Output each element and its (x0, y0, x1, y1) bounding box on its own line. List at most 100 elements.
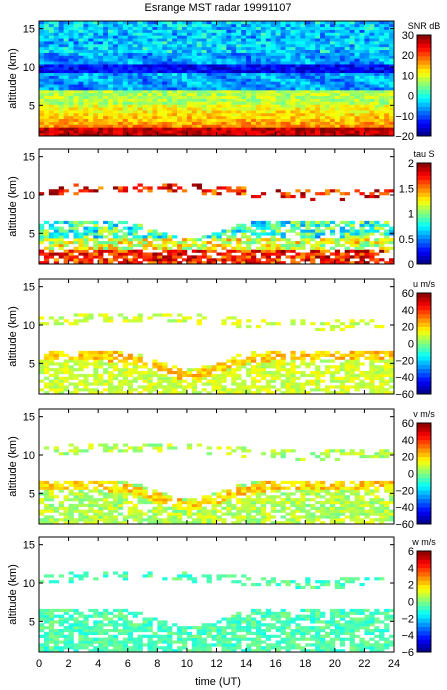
image-cell (108, 509, 114, 513)
image-cell (181, 29, 188, 33)
image-cell (310, 90, 316, 94)
image-cell (359, 104, 365, 108)
image-cell (339, 327, 345, 332)
image-cell (300, 58, 306, 62)
image-cell (369, 55, 375, 59)
image-cell (364, 373, 370, 378)
image-cell (142, 133, 148, 137)
image-cell (265, 98, 272, 102)
image-cell (324, 371, 331, 375)
image-cell (83, 258, 89, 262)
image-cell (251, 391, 257, 395)
image-cell (369, 81, 375, 85)
image-cell (285, 133, 291, 137)
image-cell (58, 379, 64, 383)
image-cell (48, 32, 55, 36)
image-cell (290, 110, 296, 114)
image-cell (63, 498, 69, 502)
image-cell (300, 195, 306, 199)
image-cell (310, 249, 316, 253)
image-cell (226, 61, 232, 65)
image-cell (122, 72, 129, 76)
image-cell (270, 81, 276, 85)
image-cell (196, 107, 203, 111)
image-cell (48, 115, 55, 120)
image-cell (43, 127, 50, 131)
image-cell (315, 350, 321, 355)
image-cell (132, 252, 138, 256)
image-cell (98, 133, 104, 137)
image-cell (339, 353, 345, 357)
image-cell (117, 52, 124, 56)
image-cell (39, 192, 45, 196)
image-cell (48, 29, 55, 33)
image-cell (216, 127, 222, 131)
image-cell (68, 241, 74, 245)
image-cell (285, 46, 291, 51)
image-cell (216, 362, 222, 366)
image-cell (275, 107, 281, 111)
image-cell (270, 391, 276, 395)
image-cell (103, 78, 109, 82)
image-cell (379, 113, 385, 117)
image-cell (147, 55, 153, 59)
image-cell (329, 72, 336, 76)
colorbar-tick-label: 0.5 (399, 234, 414, 246)
image-cell (221, 90, 227, 94)
image-cell (39, 121, 45, 125)
image-cell (172, 64, 178, 68)
image-cell (320, 229, 326, 233)
image-cell (152, 104, 158, 108)
image-cell (73, 235, 79, 239)
image-cell (117, 41, 124, 45)
image-cell (216, 133, 222, 137)
image-cell (191, 49, 198, 53)
image-cell (374, 38, 380, 42)
image-cell (384, 246, 390, 250)
image-cell (221, 49, 227, 53)
image-cell (98, 249, 104, 253)
colorbar-step (417, 255, 431, 261)
image-cell (78, 252, 84, 256)
image-cell (211, 115, 217, 120)
image-cell (167, 69, 173, 74)
image-cell (329, 38, 336, 42)
image-cell (389, 107, 395, 111)
image-cell (216, 118, 222, 122)
colorbar-step (417, 293, 431, 298)
image-cell (83, 356, 89, 360)
image-cell (122, 90, 129, 94)
image-cell (265, 58, 272, 62)
image-cell (39, 133, 45, 137)
image-cell (246, 319, 252, 323)
image-cell (315, 255, 321, 259)
image-cell (112, 113, 119, 117)
image-cell (260, 55, 267, 59)
image-cell (53, 21, 60, 25)
image-cell (147, 121, 153, 125)
image-cell (68, 229, 74, 233)
image-cell (137, 353, 143, 357)
image-cell (251, 104, 257, 108)
image-cell (108, 64, 114, 68)
image-cell (275, 258, 281, 262)
image-cell (122, 258, 129, 262)
image-cell (172, 115, 178, 120)
image-cell (359, 261, 365, 265)
image-cell (39, 480, 45, 485)
image-cell (53, 486, 60, 490)
image-cell (108, 115, 114, 120)
image-cell (364, 223, 370, 227)
image-cell (39, 223, 45, 227)
image-cell (167, 118, 173, 122)
image-cell (270, 243, 276, 248)
image-cell (236, 44, 242, 48)
image-cell (172, 87, 178, 91)
image-cell (73, 480, 79, 485)
image-cell (211, 385, 217, 389)
image-cell (206, 115, 212, 120)
image-cell (63, 506, 69, 510)
image-cell (58, 69, 64, 74)
image-cell (181, 113, 188, 117)
image-cell (196, 313, 203, 317)
